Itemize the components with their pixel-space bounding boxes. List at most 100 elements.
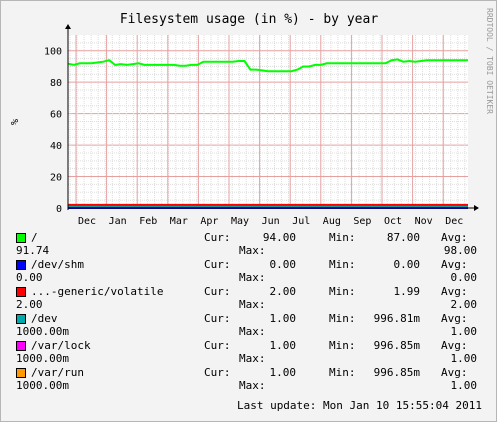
series-line-0 xyxy=(67,58,468,73)
legend-row-continued: 1000.00m Max: 1.00 xyxy=(1,352,496,366)
avg-value: 1.00 xyxy=(450,352,478,365)
legend-name: /dev xyxy=(31,312,58,325)
x-tick-label: Mar xyxy=(170,216,188,227)
legend-row: /dev/shm Cur: 0.00 Min: 0.00 Avg: xyxy=(1,258,496,272)
last-update-row: Last update: Mon Jan 10 15:55:04 2011 xyxy=(1,399,496,413)
min-value: 1.99 xyxy=(393,285,421,298)
y-tick-label: 60 xyxy=(50,110,62,121)
max-label: Max: xyxy=(239,379,266,392)
cur-label: Cur: xyxy=(204,258,231,271)
min-label: Min: xyxy=(329,312,356,325)
cur-value: 1.00 xyxy=(269,339,297,352)
cur-label: Cur: xyxy=(204,339,231,352)
y-tick-label: 100 xyxy=(44,47,62,58)
legend-row-continued: 1000.00m Max: 1.00 xyxy=(1,379,496,393)
max-label: Max: xyxy=(239,244,266,257)
legend-swatch xyxy=(16,260,26,270)
legend-swatch xyxy=(16,233,26,243)
max-value: 91.74 xyxy=(16,244,50,257)
min-label: Min: xyxy=(329,366,356,379)
y-axis-label: % xyxy=(10,119,21,125)
x-tick-label: Nov xyxy=(415,216,433,227)
legend-name: /var/run xyxy=(31,366,84,379)
avg-label: Avg: xyxy=(441,366,468,379)
x-tick-label: May xyxy=(231,216,249,227)
min-label: Min: xyxy=(329,258,356,271)
y-tick-label: 40 xyxy=(50,141,62,152)
min-value: 996.81m xyxy=(373,312,420,325)
x-tick-label: Jun xyxy=(262,216,280,227)
legend-row: /dev Cur: 1.00 Min: 996.81m Avg: xyxy=(1,312,496,326)
max-label: Max: xyxy=(239,325,266,338)
max-value: 1000.00m xyxy=(16,352,69,365)
axes: 0 20 40 60 80 100 Dec Jan Feb Mar Apr May Jun Jul Aug S… xyxy=(44,24,479,227)
avg-label: Avg: xyxy=(441,231,468,244)
y-tick-label: 80 xyxy=(50,78,62,89)
chart-title: Filesystem usage (in %) - by year xyxy=(120,12,378,27)
legend-swatch xyxy=(16,368,26,378)
max-value: 1000.00m xyxy=(16,325,69,338)
legend-name: /var/lock xyxy=(31,339,91,352)
cur-value: 1.00 xyxy=(269,366,297,379)
avg-value: 98.00 xyxy=(443,244,477,257)
cur-value: 94.00 xyxy=(262,231,296,244)
avg-label: Avg: xyxy=(441,285,468,298)
legend-swatch xyxy=(16,314,26,324)
y-tick-label: 0 xyxy=(56,204,62,215)
x-tick-label: Jan xyxy=(109,216,127,227)
legend-row: / Cur: 94.00 Min: 87.00 Avg: xyxy=(1,231,496,245)
cur-label: Cur: xyxy=(204,285,231,298)
legend-swatch xyxy=(16,341,26,351)
avg-value: 2.00 xyxy=(450,298,478,311)
x-tick-label: Feb xyxy=(139,216,157,227)
x-axis-arrow xyxy=(474,205,479,211)
chart: Filesystem usage (in %) - by year % RRDT… xyxy=(10,8,494,227)
avg-value: 0.00 xyxy=(450,271,478,284)
legend-row: ...-generic/volatile Cur: 2.00 Min: 1.99 Avg: xyxy=(1,285,496,299)
max-label: Max: xyxy=(239,352,266,365)
cur-label: Cur: xyxy=(204,231,231,244)
max-label: Max: xyxy=(239,298,266,311)
max-value: 0.00 xyxy=(16,271,43,284)
legend-name: / xyxy=(31,231,38,244)
max-value: 2.00 xyxy=(16,298,43,311)
cur-value: 1.00 xyxy=(269,312,297,325)
cur-label: Cur: xyxy=(204,366,231,379)
legend-row: /var/run Cur: 1.00 Min: 996.85m Avg: xyxy=(1,366,496,380)
max-value: 1000.00m xyxy=(16,379,69,392)
legend-name: /dev/shm xyxy=(31,258,84,271)
avg-value: 1.00 xyxy=(450,379,478,392)
watermark: RRDTOOL / TOBI OETIKER xyxy=(485,8,494,114)
min-label: Min: xyxy=(329,339,356,352)
last-update: Last update: Mon Jan 10 15:55:04 2011 xyxy=(236,399,482,412)
min-value: 87.00 xyxy=(386,231,420,244)
x-tick-label: Dec xyxy=(445,216,463,227)
x-tick-label: Oct xyxy=(384,216,402,227)
legend-row-continued: 2.00 Max: 2.00 xyxy=(1,298,496,312)
grid xyxy=(68,35,468,208)
y-axis-arrow xyxy=(65,24,71,29)
min-label: Min: xyxy=(329,231,356,244)
x-tick-label: Jul xyxy=(292,216,310,227)
cur-label: Cur: xyxy=(204,312,231,325)
min-value: 996.85m xyxy=(373,366,420,379)
legend-swatch xyxy=(16,287,26,297)
y-tick-label: 20 xyxy=(50,173,62,184)
avg-value: 1.00 xyxy=(450,325,478,338)
min-value: 0.00 xyxy=(393,258,421,271)
x-tick-label: Apr xyxy=(200,216,218,227)
min-label: Min: xyxy=(329,285,356,298)
avg-label: Avg: xyxy=(441,339,468,352)
cur-value: 0.00 xyxy=(269,258,297,271)
x-tick-label: Aug xyxy=(323,216,341,227)
legend-row-continued: 1000.00m Max: 1.00 xyxy=(1,325,496,339)
legend-name: ...-generic/volatile xyxy=(31,285,164,298)
x-tick-label: Dec xyxy=(78,216,96,227)
cur-value: 2.00 xyxy=(269,285,297,298)
min-value: 996.85m xyxy=(373,339,420,352)
avg-label: Avg: xyxy=(441,312,468,325)
legend-row-continued: 91.74 Max: 98.00 xyxy=(1,244,496,258)
max-label: Max: xyxy=(239,271,266,284)
x-tick-label: Sep xyxy=(353,216,371,227)
